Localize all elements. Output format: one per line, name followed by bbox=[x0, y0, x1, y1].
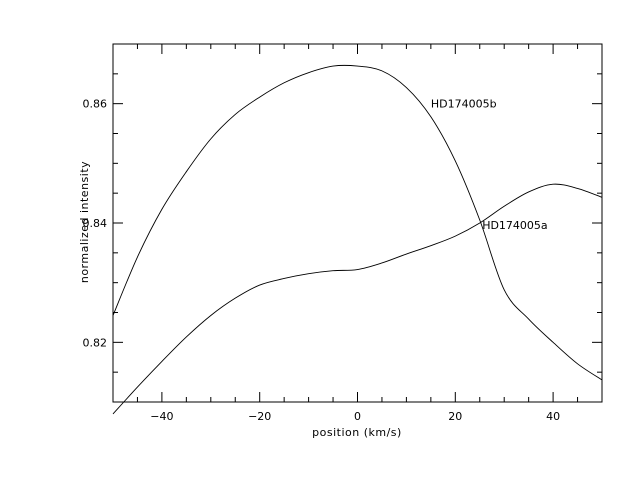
series-line-hd174005b bbox=[112, 64, 603, 381]
series-group: HD174005b HD174005a bbox=[112, 64, 603, 415]
x-axis-title: position (km/s) bbox=[312, 426, 402, 439]
x-tick-label: 20 bbox=[448, 410, 462, 423]
x-tick-label: 40 bbox=[546, 410, 560, 423]
series-line-hd174005a bbox=[112, 183, 603, 415]
x-tick-label: −40 bbox=[150, 410, 173, 423]
y-axis-title: normalized intensity bbox=[78, 161, 91, 283]
series-label-hd174005b: HD174005b bbox=[431, 98, 497, 111]
y-tick-label: 0.82 bbox=[83, 336, 108, 349]
x-tick-label: 0 bbox=[354, 410, 361, 423]
tick-marks bbox=[112, 43, 603, 403]
y-tick-label: 0.84 bbox=[83, 217, 108, 230]
y-tick-label: 0.86 bbox=[83, 98, 108, 111]
series-label-hd174005a: HD174005a bbox=[482, 219, 547, 232]
tick-labels: −40 −20 0 20 40 0.82 0.84 0.86 bbox=[83, 98, 561, 423]
x-tick-label: −20 bbox=[248, 410, 271, 423]
